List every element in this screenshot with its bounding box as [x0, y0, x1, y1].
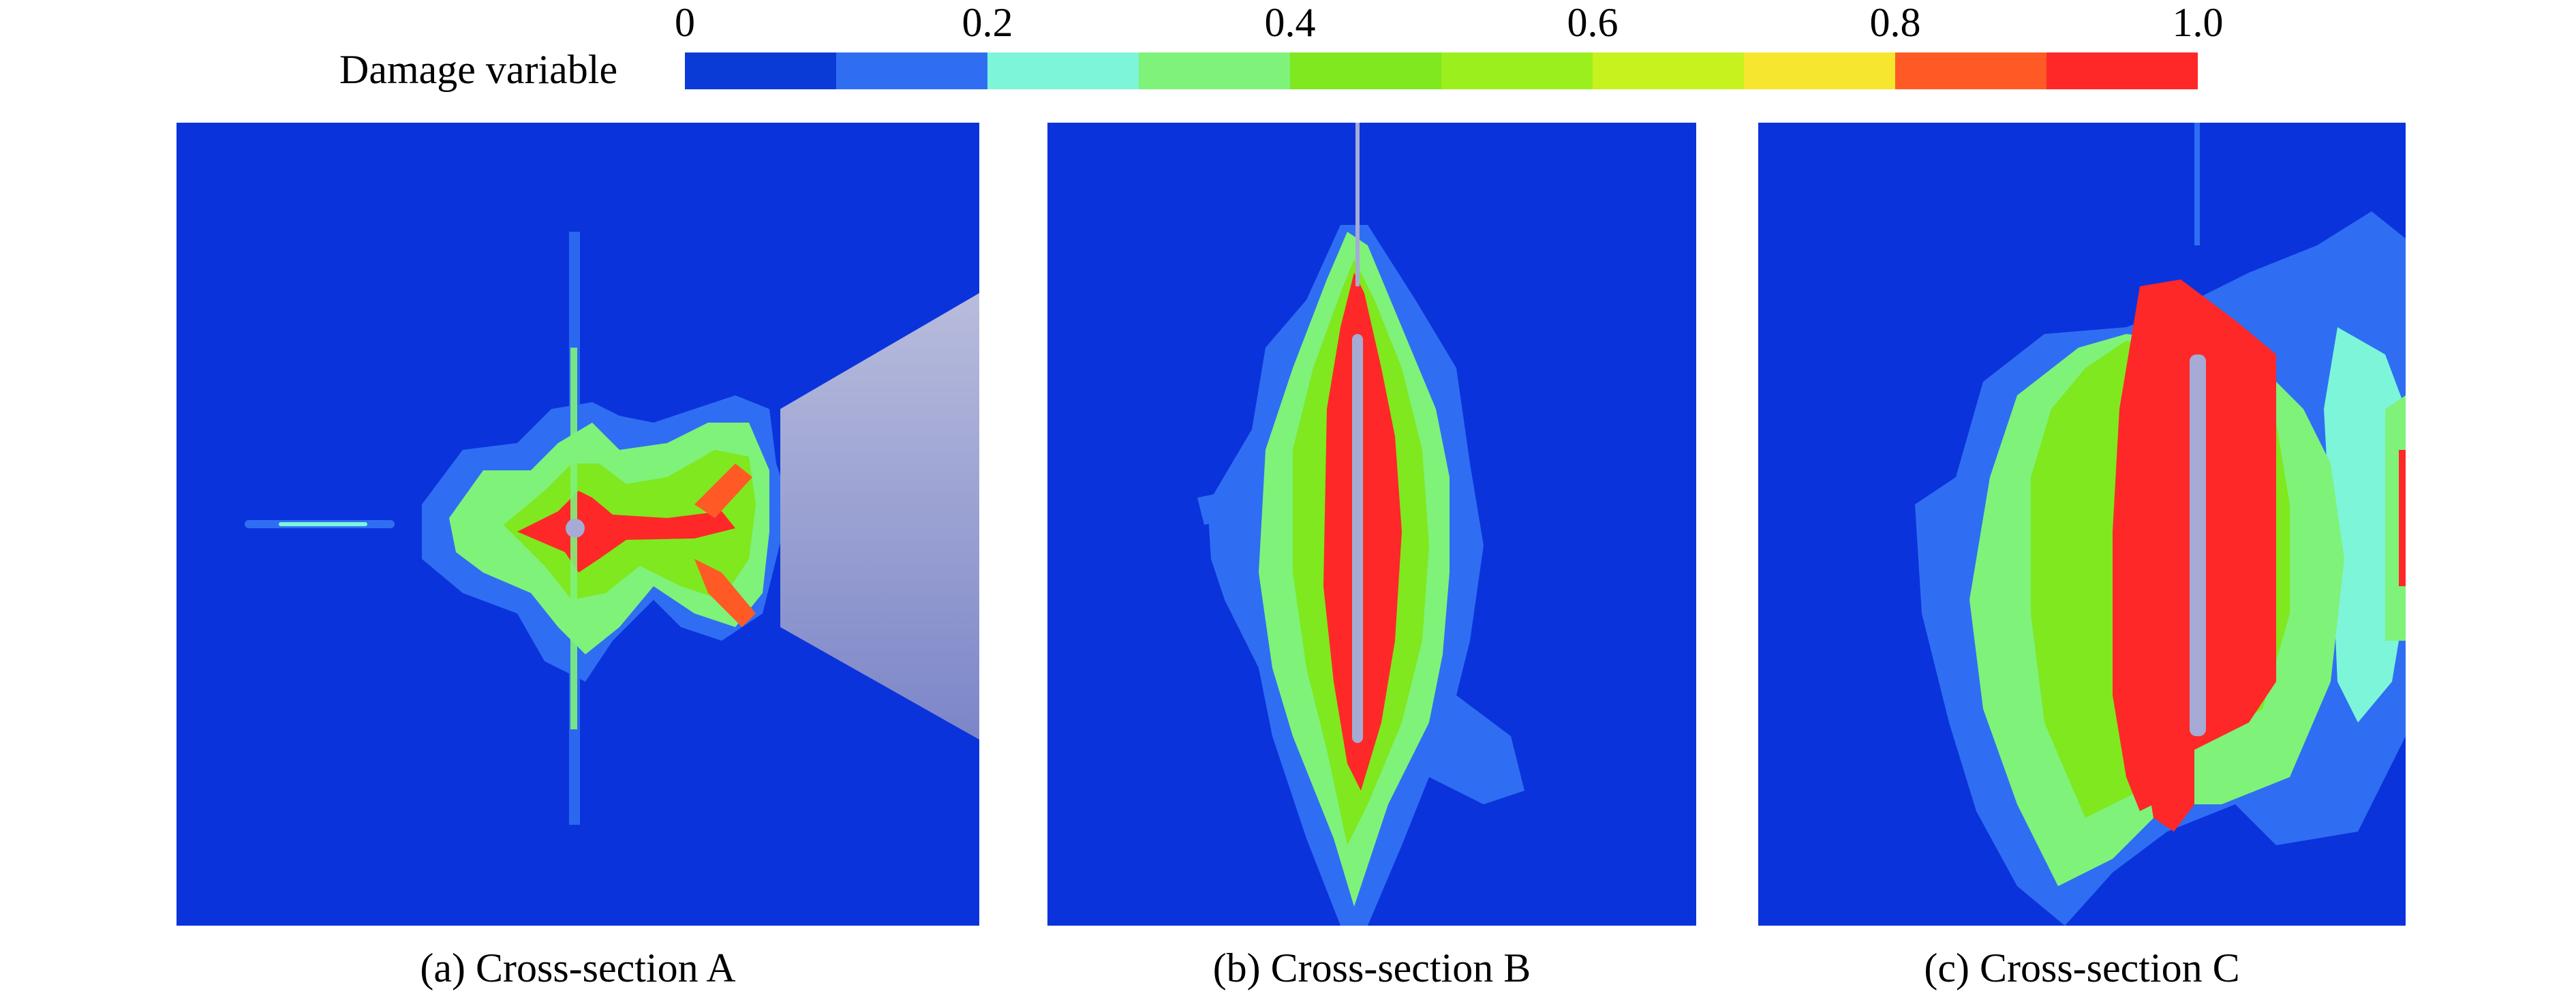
colorbar-segment-1 — [685, 52, 836, 89]
caption-c: (c) Cross-section C — [1924, 945, 2240, 990]
colorbar-segment-6 — [1441, 52, 1593, 89]
damage-zone-light-2 — [1197, 491, 1238, 525]
colorbar-segment-5 — [1290, 52, 1441, 89]
crack-horizontal-left-core — [279, 522, 367, 526]
damage-band-lower — [694, 559, 756, 627]
colorbar-segment-2 — [836, 52, 987, 89]
blast-hole — [566, 519, 585, 538]
panel-cross-section-b — [1047, 123, 1696, 926]
crack-vertical-core — [570, 348, 577, 729]
damage-zone-core-right — [2399, 450, 2406, 586]
colorbar-segment-4 — [1139, 52, 1290, 89]
panel-cross-section-c — [1758, 123, 2406, 926]
colorbar — [685, 52, 2198, 89]
colorbar-segment-8 — [1744, 52, 1895, 89]
crack-top — [2194, 123, 2200, 245]
colorbar-segment-9 — [1895, 52, 2046, 89]
colorbar-tick-1-0: 1.0 — [2172, 0, 2224, 45]
damage-map-b — [1047, 123, 1696, 926]
colorbar-tick-0: 0 — [675, 0, 695, 45]
crack-top — [1355, 123, 1360, 286]
blast-hole-slot — [1352, 334, 1363, 743]
damage-zone-core-left — [2140, 286, 2194, 832]
legend-title: Damage variable — [339, 47, 618, 92]
colorbar-tick-0-8: 0.8 — [1869, 0, 1921, 45]
colorbar-tick-0-2: 0.2 — [962, 0, 1013, 45]
damage-band-upper — [694, 464, 752, 518]
colorbar-segment-7 — [1593, 52, 1744, 89]
colorbar-tick-0-6: 0.6 — [1567, 0, 1619, 45]
damage-map-c — [1758, 123, 2406, 926]
blast-hole-slot — [2190, 354, 2206, 736]
caption-a: (a) Cross-section A — [420, 945, 736, 990]
free-face-wedge — [780, 293, 979, 740]
panel-cross-section-a — [177, 123, 979, 926]
colorbar-segment-3 — [987, 52, 1139, 89]
colorbar-segment-10 — [2046, 52, 2198, 89]
colorbar-tick-0-4: 0.4 — [1264, 0, 1316, 45]
caption-b: (b) Cross-section B — [1212, 945, 1531, 990]
damage-map-a — [177, 123, 979, 926]
